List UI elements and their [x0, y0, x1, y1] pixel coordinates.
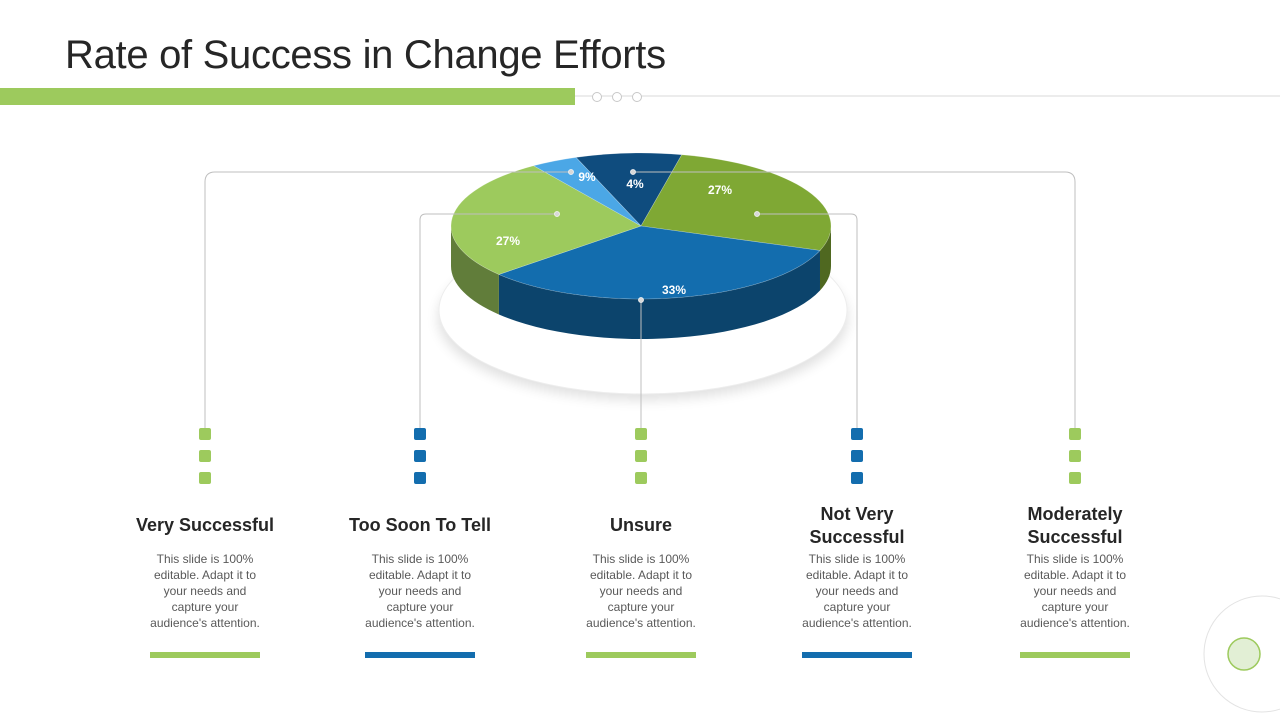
accent-bar — [150, 652, 260, 658]
pie-slice-too-soon-to-tell — [640, 154, 832, 251]
connector-dot-too-soon-to-tell — [554, 211, 560, 217]
dot-icon — [592, 92, 602, 102]
corner-ring-icon — [1203, 595, 1280, 713]
title-underline-bar — [0, 88, 575, 105]
corner-circle-icon — [1227, 637, 1261, 671]
connector-very-successful — [204, 171, 571, 428]
connector-too-soon-to-tell — [419, 213, 557, 428]
data-label-too-soon-to-tell: 27% — [496, 234, 520, 248]
data-label-not-very-successful: 27% — [708, 183, 732, 197]
connector-dot-not-very-successful — [754, 211, 760, 217]
pie-side-too-soon-to-tell — [819, 226, 831, 291]
marker-square-icon — [1069, 428, 1081, 440]
item-description: This slide is 100% editable. Adapt it to… — [1020, 552, 1130, 630]
item-label-too-soon-to-tell: Too Soon To Tell — [349, 515, 491, 535]
marker-square-icon — [414, 450, 426, 462]
accent-bar — [365, 652, 475, 658]
item-label-moderately-successful: Moderately Successful — [1027, 504, 1123, 547]
item-description: This slide is 100% editable. Adapt it to… — [802, 552, 912, 630]
page-title: Rate of Success in Change Efforts — [65, 33, 666, 77]
connector-dot-very-successful — [568, 169, 574, 175]
marker-square-icon — [851, 450, 863, 462]
pie-labels: 9% 27% 33% 27% 4% — [496, 170, 732, 297]
item-description: This slide is 100% editable. Adapt it to… — [365, 552, 475, 630]
pie-slice-not-very-successful — [450, 165, 642, 275]
data-label-moderately-successful: 4% — [626, 177, 644, 191]
marker-square-icon — [851, 472, 863, 484]
marker-square-icon — [199, 472, 211, 484]
item-label-unsure: Unsure — [609, 515, 672, 535]
connector-moderately-successful — [633, 171, 1076, 428]
accent-bar — [802, 652, 912, 658]
item-label-not-very-successful: Not Very Successful — [809, 504, 905, 547]
marker-square-icon — [851, 428, 863, 440]
connector-not-very-successful — [757, 213, 858, 428]
accent-bar — [586, 652, 696, 658]
dot-icon — [632, 92, 642, 102]
data-label-unsure: 33% — [662, 283, 686, 297]
marker-square-icon — [1069, 450, 1081, 462]
pie-slice-moderately-successful — [532, 157, 642, 227]
marker-square-icon — [635, 428, 647, 440]
marker-square-icon — [635, 472, 647, 484]
dot-icon — [612, 92, 622, 102]
item-description: This slide is 100% editable. Adapt it to… — [150, 552, 260, 630]
pie-slice-very-successful — [575, 152, 683, 227]
marker-square-icon — [635, 450, 647, 462]
marker-square-icon — [414, 472, 426, 484]
data-label-very-successful: 9% — [578, 170, 596, 184]
marker-square-icon — [199, 428, 211, 440]
pie-slice-unsure — [498, 225, 821, 300]
marker-square-icon — [1069, 472, 1081, 484]
pie-slices — [450, 152, 832, 300]
marker-square-icon — [199, 450, 211, 462]
pie-side-not-very-successful — [451, 226, 499, 315]
marker-square-icon — [414, 428, 426, 440]
pie-sides — [451, 226, 831, 339]
pie-connectors — [204, 169, 1076, 428]
connector-dot-unsure — [638, 297, 644, 303]
accent-bar — [1020, 652, 1130, 658]
item-label-very-successful: Very Successful — [135, 515, 275, 535]
item-description: This slide is 100% editable. Adapt it to… — [586, 552, 696, 630]
connector-dot-moderately-successful — [630, 169, 636, 175]
pie-side-unsure — [498, 250, 820, 339]
